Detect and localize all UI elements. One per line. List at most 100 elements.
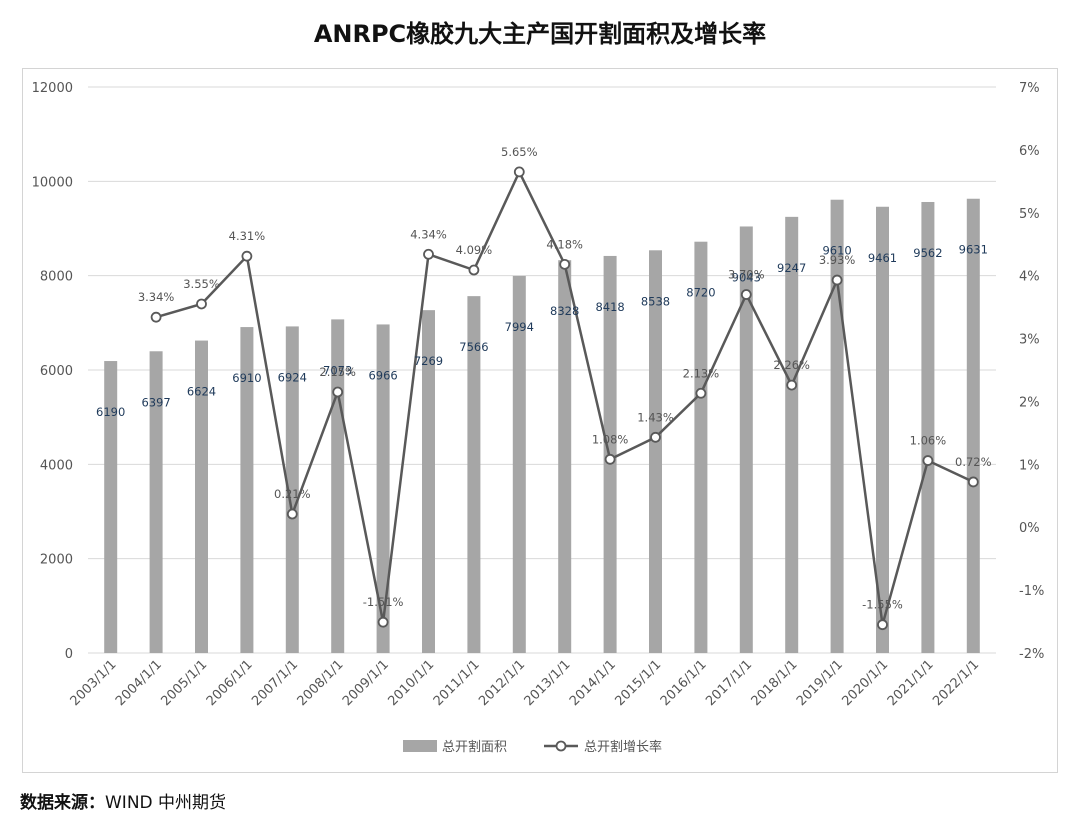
- x-tick-label: 2021/1/1: [885, 657, 937, 709]
- growth-rate-point: [877, 619, 888, 631]
- legend-swatch-marker: [555, 740, 567, 752]
- y-left-tick-label: 6000: [40, 364, 73, 379]
- growth-rate-label: 2.26%: [773, 358, 810, 372]
- x-tick-label: 2022/1/1: [930, 657, 982, 709]
- bar-value-label: 9461: [868, 251, 897, 265]
- bar-value-label: 8720: [686, 286, 715, 300]
- bar: [921, 201, 935, 653]
- growth-rate-label: 4.09%: [456, 243, 493, 257]
- bar: [376, 324, 390, 653]
- bar-value-label: 6924: [278, 370, 307, 384]
- growth-rate-label: 3.93%: [819, 253, 856, 267]
- growth-rate-label: 1.43%: [637, 410, 674, 424]
- x-tick-label: 2009/1/1: [340, 657, 392, 709]
- growth-rate-label: 4.31%: [229, 229, 266, 243]
- x-tick-label: 2019/1/1: [794, 657, 846, 709]
- legend-swatch-bar: [403, 740, 437, 752]
- bar: [739, 226, 753, 653]
- bar-value-label: 9610: [822, 244, 851, 258]
- growth-rate-point: [695, 387, 707, 399]
- growth-rate-label: 2.15%: [319, 365, 356, 379]
- y-right-tick-label: 3%: [1019, 333, 1040, 348]
- x-tick-label: 2013/1/1: [522, 657, 574, 709]
- bar: [285, 326, 299, 653]
- growth-rate-point: [513, 166, 525, 178]
- growth-rate-label: 1.06%: [910, 434, 947, 448]
- bar-value-label: 9043: [732, 270, 761, 284]
- bar-value-label: 9562: [913, 246, 942, 260]
- bar: [694, 241, 708, 653]
- bar: [785, 216, 799, 653]
- chart-title: ANRPC橡胶九大主产国开割面积及增长率: [313, 20, 767, 48]
- growth-rate-point: [286, 508, 298, 520]
- y-right-tick-label: 4%: [1019, 270, 1040, 285]
- growth-rate-point: [377, 616, 389, 628]
- y-left-tick-label: 12000: [32, 81, 73, 96]
- bar-value-label: 8328: [550, 304, 579, 318]
- y-left-tick-label: 2000: [40, 553, 73, 568]
- bar-value-label: 8418: [595, 300, 624, 314]
- bar-value-label: 9247: [777, 261, 806, 275]
- legend-label-bar: 总开割面积: [442, 739, 507, 755]
- x-tick-label: 2007/1/1: [249, 657, 301, 709]
- x-tick-label: 2005/1/1: [158, 657, 210, 709]
- legend-label-line: 总开割增长率: [584, 739, 662, 755]
- growth-rate-label: 3.55%: [183, 277, 220, 291]
- bar: [149, 351, 163, 653]
- growth-rate-label: 0.72%: [955, 455, 992, 469]
- growth-rate-label: -1.51%: [363, 595, 404, 609]
- bar: [876, 206, 889, 653]
- bar-value-label: 6397: [141, 395, 170, 409]
- x-tick-label: 2020/1/1: [839, 657, 891, 709]
- bar-value-label: 6190: [96, 405, 125, 419]
- growth-rate-label: 1.08%: [592, 432, 629, 446]
- bar: [512, 275, 526, 653]
- growth-rate-label: 5.65%: [501, 145, 538, 159]
- bar-value-label: 6966: [368, 368, 397, 382]
- x-tick-label: 2017/1/1: [703, 657, 755, 709]
- source-note: 数据来源：WIND 中州期货: [20, 788, 226, 813]
- x-tick-label: 2016/1/1: [658, 657, 710, 709]
- growth-rate-point: [967, 476, 979, 488]
- y-right-tick-label: 0%: [1019, 521, 1040, 536]
- x-tick-label: 2011/1/1: [431, 657, 483, 709]
- growth-rate-point: [786, 379, 798, 391]
- bar-value-label: 7994: [505, 320, 534, 334]
- growth-rate-label: 4.34%: [410, 227, 447, 241]
- y-right-tick-label: 6%: [1019, 144, 1040, 159]
- y-left-tick-label: 8000: [40, 270, 73, 285]
- combo-chart: 0 2000 4000 6000 8000 10000 12000 -2% -1% 0% 1% 2% 3…: [32, 81, 1045, 755]
- bar: [467, 296, 481, 653]
- x-tick-label: 2006/1/1: [204, 657, 256, 709]
- bar: [966, 198, 980, 653]
- growth-rate-point: [740, 289, 752, 300]
- x-tick-label: 2003/1/1: [68, 657, 120, 709]
- growth-rate-point: [196, 298, 207, 310]
- plot-frame: [22, 68, 1058, 773]
- bar: [830, 199, 844, 653]
- growth-rate-point: [241, 250, 253, 262]
- bar-value-label: 7269: [414, 354, 443, 368]
- bar-value-label: 8538: [641, 294, 670, 308]
- bar: [558, 260, 572, 653]
- y-left-tick-label: 10000: [32, 175, 73, 190]
- bar-value-label: 9631: [959, 243, 988, 257]
- y-right-tick-label: 7%: [1019, 81, 1040, 96]
- x-tick-label: 2012/1/1: [476, 657, 528, 709]
- growth-rate-point: [468, 264, 480, 276]
- x-tick-label: 2014/1/1: [567, 657, 619, 709]
- source-text: WIND 中州期货: [105, 793, 227, 813]
- growth-rate-point: [150, 311, 162, 323]
- growth-rate-label: 3.34%: [138, 290, 175, 304]
- source-label: 数据来源：: [20, 793, 105, 813]
- bar-value-label: 7566: [459, 340, 488, 354]
- growth-rate-point: [332, 386, 344, 398]
- x-tick-label: 2010/1/1: [385, 657, 437, 709]
- bar-value-label: 6910: [232, 371, 261, 385]
- y-right-tick-label: 2%: [1019, 395, 1040, 410]
- y-right-tick-label: 5%: [1019, 207, 1040, 222]
- bar: [104, 361, 118, 653]
- bar: [195, 340, 208, 653]
- y-right-tick-label: 1%: [1019, 458, 1040, 473]
- growth-rate-point: [831, 274, 843, 286]
